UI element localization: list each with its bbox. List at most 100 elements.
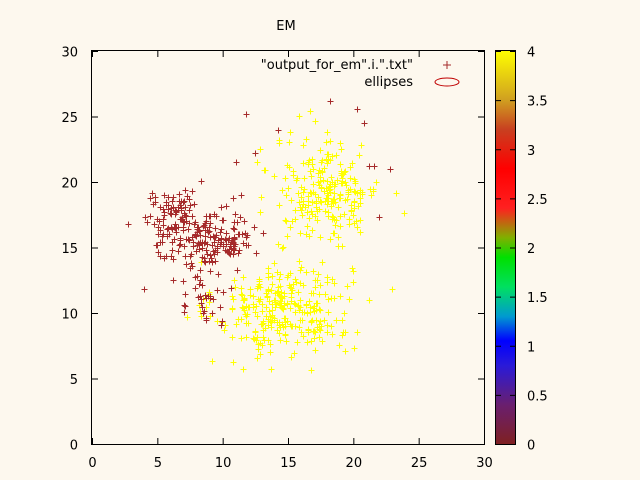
data-point: [185, 236, 192, 243]
data-point: [317, 198, 324, 205]
data-point: [247, 292, 254, 299]
colorbar-tick-label: 2.5: [527, 193, 548, 208]
data-point: [176, 191, 183, 198]
data-point: [317, 174, 324, 181]
data-point: [322, 291, 329, 298]
data-point: [329, 331, 336, 338]
data-point: [168, 211, 175, 218]
data-point: [276, 300, 283, 307]
data-point: [189, 263, 196, 270]
data-point: [218, 322, 225, 329]
data-point: [229, 334, 236, 341]
data-point: [192, 232, 199, 239]
data-point: [296, 258, 303, 265]
data-point: [288, 323, 295, 330]
data-point: [299, 309, 306, 316]
data-point: [343, 182, 350, 189]
data-point: [341, 310, 348, 317]
data-point: [191, 221, 198, 228]
data-point: [203, 295, 210, 302]
data-point: [238, 335, 245, 342]
data-point: [276, 330, 283, 337]
data-point: [177, 235, 184, 242]
data-point: [341, 169, 348, 176]
data-point: [182, 303, 189, 310]
data-point: [311, 335, 318, 342]
data-point: [314, 300, 321, 307]
data-point: [165, 194, 172, 201]
data-point: [217, 304, 224, 311]
data-point: [387, 166, 394, 173]
data-point: [204, 241, 211, 248]
data-point: [304, 310, 311, 317]
data-point: [339, 332, 346, 339]
data-point: [199, 304, 206, 311]
data-point: [276, 276, 283, 283]
colorbar-tick-label: 4: [527, 46, 535, 61]
data-point: [317, 318, 324, 325]
data-point: [173, 209, 180, 216]
data-point: [252, 150, 259, 157]
data-point: [310, 268, 317, 275]
data-point: [284, 233, 291, 240]
data-point: [317, 234, 324, 241]
data-point: [202, 233, 209, 240]
data-point: [141, 286, 148, 293]
data-point: [173, 229, 180, 236]
data-point: [176, 242, 183, 249]
data-point: [354, 329, 361, 336]
data-point: [243, 111, 250, 118]
data-point: [230, 296, 237, 303]
data-point: [299, 204, 306, 211]
data-point: [279, 245, 286, 252]
data-point: [310, 328, 317, 335]
scatter-points: [125, 98, 408, 374]
data-point: [199, 254, 206, 261]
data-point: [157, 253, 164, 260]
data-point: [312, 347, 319, 354]
data-point: [333, 152, 340, 159]
y-tick-label: 30: [61, 46, 78, 61]
data-point: [215, 271, 222, 278]
data-point: [218, 226, 225, 233]
data-point: [309, 199, 316, 206]
colorbar-axis: 0 0.5 1 1.5 2 2.5 3 3.5 4: [496, 46, 548, 454]
data-point: [156, 218, 163, 225]
data-point: [166, 231, 173, 238]
data-point: [354, 106, 361, 113]
data-point: [269, 281, 276, 288]
y-axis: 0 5 10 15 20 25 30: [61, 46, 484, 454]
data-point: [277, 337, 284, 344]
data-point: [290, 172, 297, 179]
data-point: [292, 309, 299, 316]
data-point: [349, 160, 356, 167]
data-point: [303, 301, 310, 308]
data-point: [229, 305, 236, 312]
data-point: [357, 229, 364, 236]
data-point: [301, 186, 308, 193]
data-point: [335, 243, 342, 250]
data-point: [185, 226, 192, 233]
data-point: [354, 224, 361, 231]
legend: "output_for_em".i.".txt" ellipses: [261, 58, 460, 90]
data-point: [350, 279, 357, 286]
data-point: [232, 211, 239, 218]
data-point: [190, 239, 197, 246]
data-point: [298, 329, 305, 336]
data-point: [284, 318, 291, 325]
data-point: [346, 296, 353, 303]
data-point: [147, 213, 154, 220]
data-point: [297, 297, 304, 304]
data-point: [322, 208, 329, 215]
data-point: [241, 218, 248, 225]
data-point: [180, 224, 187, 231]
data-point: [199, 239, 206, 246]
data-point: [327, 157, 334, 164]
data-point: [340, 329, 347, 336]
data-point: [327, 181, 334, 188]
data-point: [223, 203, 230, 210]
data-point: [209, 242, 216, 249]
data-point: [206, 224, 213, 231]
data-point: [357, 195, 364, 202]
data-point: [238, 285, 245, 292]
